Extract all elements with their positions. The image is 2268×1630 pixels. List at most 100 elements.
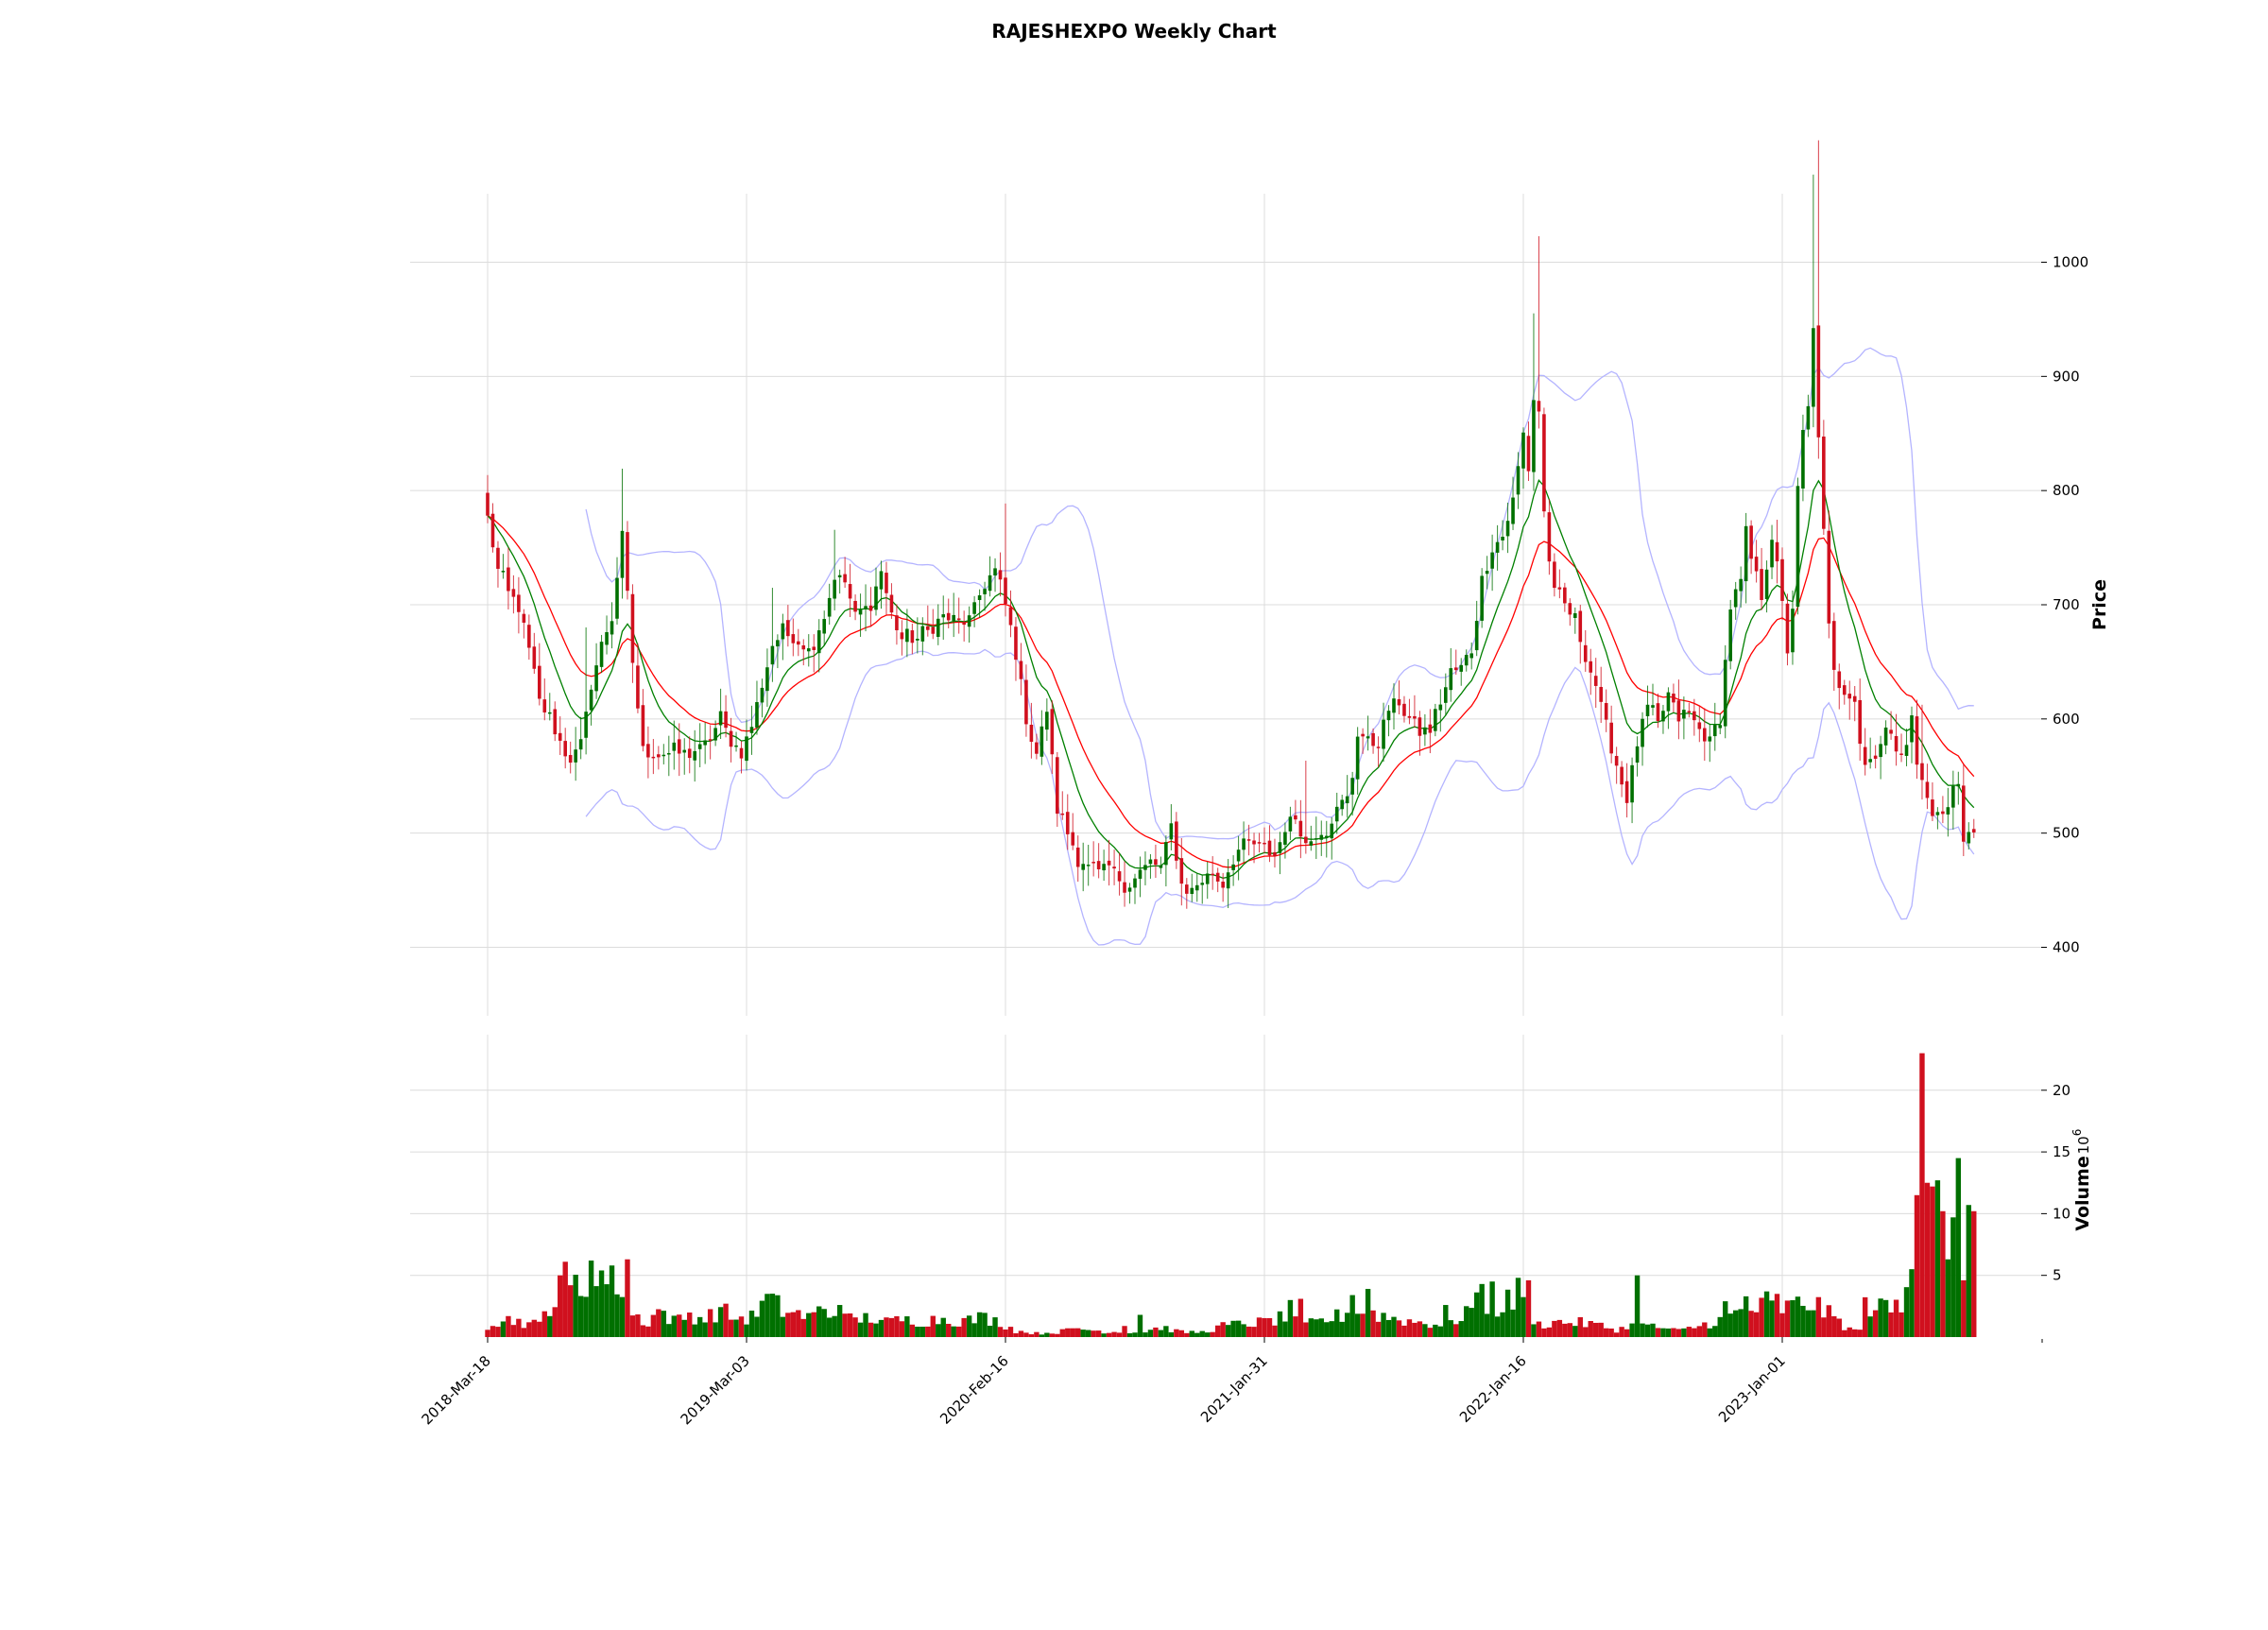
- candle-body: [1925, 781, 1930, 798]
- volume-bar: [1023, 1332, 1029, 1337]
- volume-bars: [485, 1053, 1977, 1337]
- candle-body: [988, 575, 992, 592]
- volume-bar: [1116, 1332, 1123, 1337]
- volume-bar: [997, 1327, 1004, 1337]
- candle-body: [1324, 835, 1329, 838]
- candle-body: [1366, 736, 1370, 739]
- volume-bar: [888, 1317, 895, 1337]
- volume-bar: [1525, 1279, 1532, 1337]
- price-axis-label: Price: [2089, 579, 2110, 630]
- volume-bar: [588, 1261, 594, 1337]
- volume-bar: [1759, 1297, 1764, 1337]
- volume-bar: [1815, 1296, 1822, 1337]
- candle-body: [916, 638, 919, 641]
- volume-bar: [1122, 1326, 1127, 1337]
- candle-body: [879, 571, 884, 590]
- volume-tick-label: 5: [2053, 1267, 2062, 1284]
- candle-body: [1434, 709, 1437, 731]
- volume-bar: [1007, 1327, 1014, 1337]
- candle-body: [1444, 687, 1448, 703]
- volume-bar: [713, 1322, 718, 1337]
- candle-body: [1236, 849, 1241, 862]
- volume-bar: [1608, 1328, 1614, 1337]
- candle-body: [697, 744, 702, 749]
- candle-body: [1651, 705, 1655, 708]
- candle-body: [812, 646, 816, 650]
- volume-bar: [1888, 1312, 1894, 1337]
- candle-body: [657, 754, 661, 758]
- volume-bar: [1696, 1326, 1703, 1337]
- candle-body: [1645, 704, 1650, 716]
- candle-body: [553, 709, 558, 735]
- volume-bar: [1360, 1313, 1366, 1337]
- price-axis-ticks: 400 500 600 700 800 900 1000: [2041, 254, 2088, 956]
- candle-body: [563, 741, 567, 757]
- candle-body: [1485, 571, 1489, 575]
- candle-body: [547, 712, 552, 714]
- volume-bar: [1303, 1322, 1309, 1337]
- candle-body: [496, 547, 500, 569]
- volume-bar: [500, 1321, 507, 1337]
- volume-bar: [873, 1323, 879, 1337]
- candle-body: [1832, 621, 1836, 670]
- candle-body: [1837, 671, 1842, 689]
- volume-bar: [552, 1307, 558, 1337]
- candle-body: [1822, 437, 1826, 529]
- candle-body: [708, 739, 713, 741]
- candle-body: [952, 614, 955, 622]
- volume-bar: [1272, 1325, 1278, 1337]
- candle-body: [1164, 842, 1168, 866]
- candle-body: [885, 573, 888, 593]
- volume-bar: [1106, 1332, 1112, 1337]
- volume-bar: [1375, 1321, 1382, 1337]
- volume-bar: [1469, 1308, 1474, 1337]
- candle-body: [1190, 887, 1194, 895]
- volume-bar: [1660, 1328, 1666, 1337]
- volume-bar: [1433, 1324, 1438, 1337]
- volume-bar: [1210, 1331, 1215, 1337]
- candle-body: [1852, 695, 1857, 702]
- candle-body: [1226, 872, 1230, 889]
- volume-bar: [1655, 1328, 1661, 1337]
- candle-body: [490, 513, 495, 548]
- candle-body: [745, 736, 748, 762]
- volume-tick-label: 10: [2053, 1205, 2070, 1222]
- candle-body: [1231, 864, 1235, 870]
- volume-bar: [1013, 1332, 1019, 1337]
- candle-body: [1035, 742, 1039, 754]
- volume-bar: [1665, 1328, 1672, 1337]
- volume-bar: [925, 1326, 931, 1337]
- volume-bar: [1458, 1321, 1464, 1337]
- candle-body: [1267, 840, 1272, 856]
- volume-bar: [1753, 1312, 1760, 1337]
- volume-bar: [1686, 1327, 1692, 1337]
- volume-bar: [1878, 1298, 1883, 1337]
- volume-bar: [1790, 1299, 1796, 1337]
- candle-body: [1764, 569, 1769, 600]
- volume-bar: [1950, 1217, 1956, 1337]
- volume-bar: [894, 1315, 900, 1337]
- volume-bar: [1049, 1333, 1056, 1337]
- candle-body: [1123, 882, 1126, 893]
- volume-bar: [1028, 1334, 1035, 1337]
- volume-bar: [1339, 1321, 1345, 1337]
- volume-bar: [656, 1309, 662, 1337]
- candle-body: [1910, 715, 1914, 743]
- volume-bar: [1479, 1283, 1485, 1337]
- volume-bar: [1137, 1314, 1143, 1337]
- candle-body: [967, 615, 971, 627]
- candle-body: [1661, 711, 1665, 722]
- volume-bar: [765, 1294, 770, 1337]
- candle-body: [801, 644, 806, 650]
- candle-body: [1382, 719, 1385, 749]
- candle-body: [1413, 715, 1417, 719]
- volume-bar: [1552, 1320, 1557, 1337]
- volume-bar: [1385, 1319, 1392, 1337]
- candle-body: [1334, 806, 1339, 822]
- candle-body: [687, 748, 692, 759]
- candle-body: [662, 754, 666, 757]
- volume-bar: [619, 1296, 626, 1337]
- candle-body: [1045, 712, 1049, 730]
- volume-bar: [1080, 1330, 1086, 1337]
- volume-bar: [625, 1259, 630, 1337]
